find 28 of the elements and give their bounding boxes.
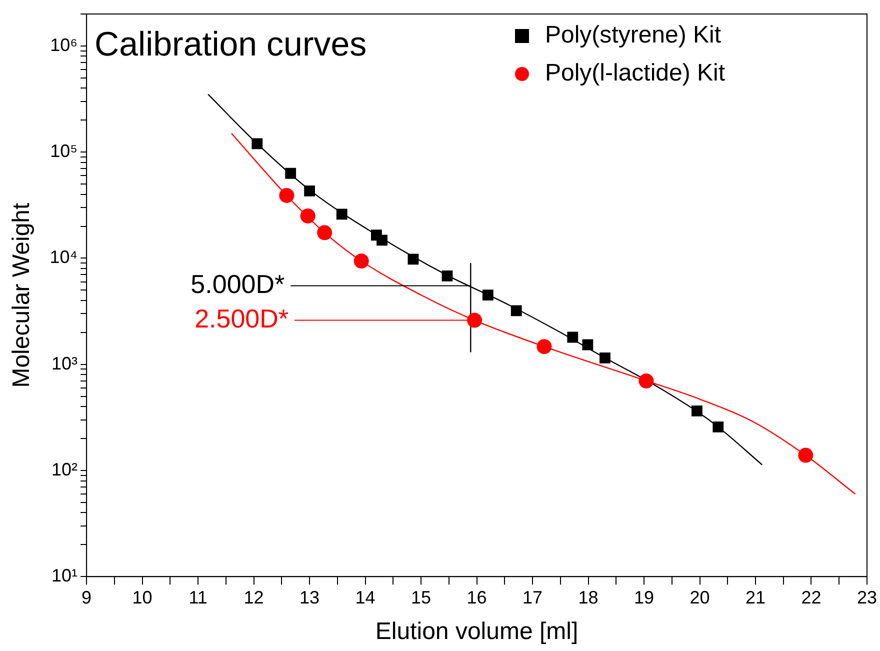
annotation: 2.500D* <box>194 303 289 334</box>
y-axis-title: Molecular Weight <box>8 202 36 388</box>
x-tick-label: 15 <box>411 587 432 608</box>
chart-title: Calibration curves <box>94 25 367 64</box>
y-tick-label: 10⁶ <box>50 34 78 55</box>
x-tick-label: 16 <box>466 587 487 608</box>
y-tick-label: 10³ <box>52 353 78 374</box>
y-tick-label: 10⁵ <box>50 141 78 162</box>
x-tick-label: 21 <box>745 587 766 608</box>
legend-label: Poly(l-lactide) Kit <box>544 60 726 87</box>
x-tick-label: 17 <box>522 587 543 608</box>
x-tick-label: 23 <box>856 587 878 608</box>
y-tick-label: 10¹ <box>52 566 78 586</box>
y-tick-label: 10⁴ <box>50 247 78 268</box>
x-tick-label: 18 <box>578 587 598 608</box>
x-axis-title: Elution volume [ml] <box>375 618 578 646</box>
x-tick-label: 11 <box>188 587 208 608</box>
x-tick-label: 22 <box>801 587 822 608</box>
x-tick-label: 9 <box>82 587 92 608</box>
legend-label: Poly(styrene) Kit <box>544 22 722 49</box>
x-tick-label: 20 <box>690 587 710 608</box>
x-tick-label: 13 <box>300 587 320 608</box>
x-tick-label: 12 <box>244 587 264 608</box>
x-tick-label: 10 <box>132 587 152 608</box>
annotation: 5.000D* <box>190 268 285 299</box>
y-tick-label: 10² <box>52 459 78 480</box>
x-tick-label: 19 <box>634 587 654 608</box>
x-tick-label: 14 <box>355 587 376 608</box>
